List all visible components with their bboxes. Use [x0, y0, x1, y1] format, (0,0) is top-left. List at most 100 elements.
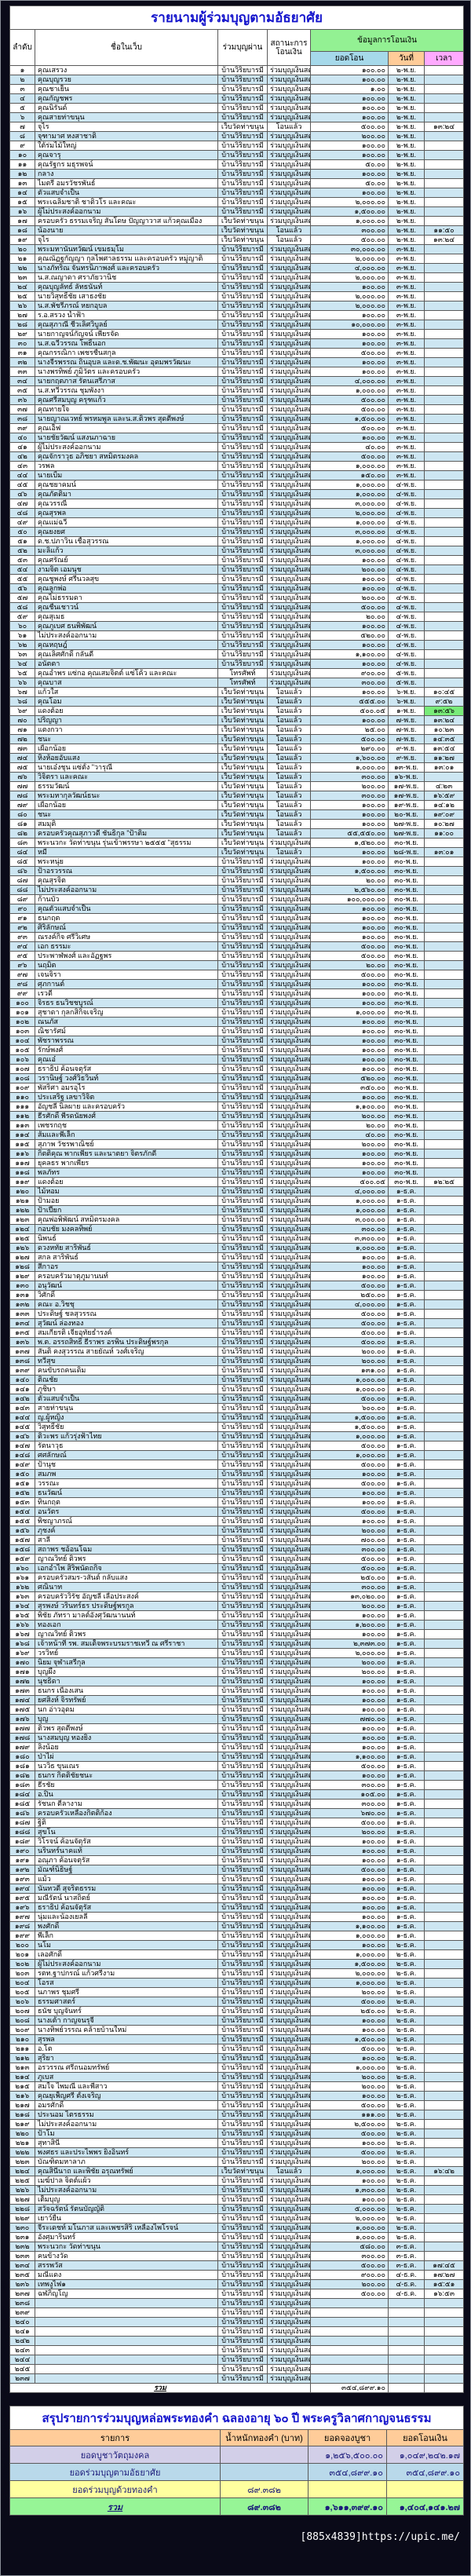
- transfer-time: ๑๖:๕๓: [423, 2289, 465, 2299]
- total-amount: ๓๕๔,๘๙๙.๑๐: [310, 2383, 389, 2393]
- transfer-time: [423, 1686, 465, 1696]
- transfer-status: ร่วมบุญเงินสด: [267, 866, 311, 876]
- transfer-time: ๑๔:๑๒: [423, 800, 465, 810]
- row-no: ๗๙: [9, 800, 35, 810]
- row-no: ๑๕๙: [9, 1554, 35, 1564]
- col-header-time: เวลา: [423, 51, 465, 66]
- table-row: ๕๖ คุณลูกพ่อ บ้านวิริยบารมี ร่วมบุญเงินสด ๑๐…: [9, 583, 465, 594]
- transfer-amount: ๒๐๐.๐๐: [310, 1601, 389, 1611]
- table-row: ๘๐ ชนะ เว็บวัดท่าขนุน โอนแล้ว ๑๐๐.๐๐ ๒๐-พ.ย. ๑…: [9, 809, 465, 820]
- transfer-time: [423, 1733, 465, 1743]
- transfer-status: ร่วมบุญเงินสด: [267, 1299, 311, 1310]
- donor-name: [35, 2364, 218, 2374]
- row-no: ๑๖๑: [9, 1573, 35, 1583]
- transfer-status: ร่วมบุญเงินสด: [267, 1205, 311, 1215]
- transfer-status: โอนแล้ว: [267, 762, 311, 773]
- donor-name: ป้าเปี๊ยก: [35, 1205, 218, 1215]
- transfer-date: ๑๗-พ.ย.: [388, 781, 425, 791]
- donation-channel: บ้านวิริยบารมี: [217, 244, 268, 254]
- donation-channel: บ้านวิริยบารมี: [217, 357, 268, 367]
- donation-channel: บ้านวิริยบารมี: [217, 612, 268, 622]
- transfer-time: ๑๓:๐๑: [423, 847, 465, 857]
- row-no: ๗๔: [9, 753, 35, 763]
- transfer-date: ๑-ธ.ค.: [388, 1573, 425, 1583]
- donation-channel: บ้านวิริยบารมี: [217, 565, 268, 575]
- transfer-status: ร่วมบุญเงินสด: [267, 857, 311, 867]
- donor-name: มณีรัตน์ นาสถิตย์: [35, 1893, 218, 1903]
- transfer-date: ๓-พ.ย.: [388, 310, 425, 320]
- transfer-status: ร่วมบุญเงินสด: [267, 1111, 311, 1121]
- transfer-time: [423, 2100, 465, 2110]
- table-row: ๑๘๘ สุขโน บ้านวิริยบารมี ร่วมบุญเงินสด ๒๐๐.๐…: [9, 1827, 465, 1837]
- row-no: ๒๒๖: [9, 2185, 35, 2195]
- row-no: ๓๑: [9, 348, 35, 358]
- transfer-time: [423, 1526, 465, 1536]
- donation-channel: บ้านวิริยบารมี: [217, 291, 268, 301]
- donation-channel: เว็บวัดท่าขนุน: [217, 706, 268, 716]
- table-row: ๙๖ นฤมิต บ้านวิริยบารมี ร่วมบุญเงินสด ๒๐.๐๐๓…: [9, 960, 465, 970]
- transfer-date: [388, 2336, 425, 2346]
- transfer-date: ๓-พ.ย.: [388, 385, 425, 396]
- row-no: ๑๓๐: [9, 1281, 35, 1291]
- transfer-status: ร่วมบุญเงินสด: [267, 1949, 311, 1960]
- donor-name: วรวิทย์: [35, 1648, 218, 1658]
- donor-name: สมเกียรติ เจียอุทัยธำรงค์: [35, 1328, 218, 1338]
- row-no: ๑๖๓: [9, 1591, 35, 1602]
- donation-channel: บ้านวิริยบารมี: [217, 1252, 268, 1262]
- transfer-amount: ๕๐๐.๐๐: [310, 122, 389, 132]
- donor-name: นายญาณเวทย์ พรหมพูล และน.ส.ติวพร สุดตี่พ…: [35, 414, 218, 424]
- donation-channel: บ้านวิริยบารมี: [217, 1365, 268, 1376]
- transfer-date: ๒๗-พ.ย.: [388, 819, 425, 829]
- row-no: ๑๗๔: [9, 1695, 35, 1705]
- transfer-date: ๓-พ.ย.: [388, 320, 425, 330]
- transfer-date: [388, 2307, 425, 2318]
- transfer-status: ร่วมบุญเงินสด: [267, 1252, 311, 1262]
- donation-channel: บ้านวิริยบารมี: [217, 1243, 268, 1253]
- transfer-time: [423, 1328, 465, 1338]
- transfer-time: [423, 1497, 465, 1507]
- transfer-status: ร่วมบุญเงินสด: [267, 414, 311, 424]
- transfer-status: ร่วมบุญเงินสด: [267, 263, 311, 273]
- donation-channel: บ้านวิริยบารมี: [217, 169, 268, 179]
- transfer-date: ๒-ธ.ค.: [388, 1968, 425, 1979]
- transfer-amount: ๑๐๐.๐๐: [310, 282, 389, 292]
- table-row: ๕คุณนิรันด์ บ้านวิริยบารมี ร่วมบุญเงินสด ๑๐…: [9, 103, 465, 113]
- transfer-status: โอนแล้ว: [267, 828, 311, 839]
- donation-channel: บ้านวิริยบารมี: [217, 1120, 268, 1131]
- transfer-amount: ๑๐๐.๐๐: [310, 809, 389, 820]
- table-row: ๑๔๗ รัตนาวุธ บ้านวิริยบารมี ร่วมบุญเงินสด ๕๐…: [9, 1441, 465, 1451]
- donation-channel: บ้านวิริยบารมี: [217, 2373, 268, 2384]
- row-no: ๑๔๐: [9, 1375, 35, 1385]
- table-row: ๓๐ น.ส.ฉวีวรรณ โพธิ์นอก บ้านวิริยบารมี ร่วม…: [9, 338, 465, 349]
- donor-name: บัณฑิตมหาลาภ: [35, 2157, 218, 2167]
- transfer-amount: ๑,๐๐๐.๐๐: [310, 1196, 389, 1206]
- table-row: ๑๔๑ ภูชิษา บ้านวิริยบารมี ร่วมบุญเงินสด ๑,๐๐…: [9, 1384, 465, 1394]
- donation-channel: บ้านวิริยบารมี: [217, 1412, 268, 1423]
- row-no: ๑๑๑: [9, 1102, 35, 1112]
- transfer-time: [423, 1846, 465, 1856]
- donation-channel: บ้านวิริยบารมี: [217, 1855, 268, 1865]
- donation-channel: บ้านวิริยบารมี: [217, 1045, 268, 1055]
- donor-name: เจ้าหน้าที่ รพ. สมเด็จพระบรมราชเทวี ณ ศร…: [35, 1639, 218, 1649]
- transfer-status: ร่วมบุญเงินสด: [267, 970, 311, 980]
- donation-channel: บ้านวิริยบารมี: [217, 2194, 268, 2205]
- transfer-date: ๑-ธ.ค.: [388, 1912, 425, 1922]
- table-row: ๙๓ ณรงค์กิจ ศรีวิเศษ บ้านวิริยบารมี ร่วมบุญ…: [9, 932, 465, 942]
- transfer-date: ๒-พ.ย.: [388, 122, 425, 132]
- transfer-status: ร่วมบุญเงินสด: [267, 536, 311, 546]
- transfer-time: [423, 2204, 465, 2214]
- table-row: ๓๑ คุณกรรณิกา เพชรชื่นสกุล บ้านวิริยบารมีร…: [9, 348, 465, 358]
- transfer-time: [423, 517, 465, 528]
- donation-channel: บ้านวิริยบารมี: [217, 885, 268, 895]
- transfer-status: ร่วมบุญเงินสด: [267, 2025, 311, 2035]
- donor-name: ธีรศักดิ์ พีรดนัยพงศ์: [35, 1111, 218, 1121]
- donation-channel: บ้านวิริยบารมี: [217, 1488, 268, 1498]
- donation-channel: บ้านวิริยบารมี: [217, 913, 268, 923]
- donor-name: ป้านุช: [35, 1460, 218, 1470]
- transfer-status: โอนแล้ว: [267, 706, 311, 716]
- table-row: ๑๙๓ แม้ว บ้านวิริยบารมี ร่วมบุญเงินสด ๑๐๐.๐๐…: [9, 1874, 465, 1884]
- transfer-time: [423, 546, 465, 556]
- transfer-date: ๒-ธ.ค.: [388, 2128, 425, 2139]
- transfer-time: [423, 1290, 465, 1300]
